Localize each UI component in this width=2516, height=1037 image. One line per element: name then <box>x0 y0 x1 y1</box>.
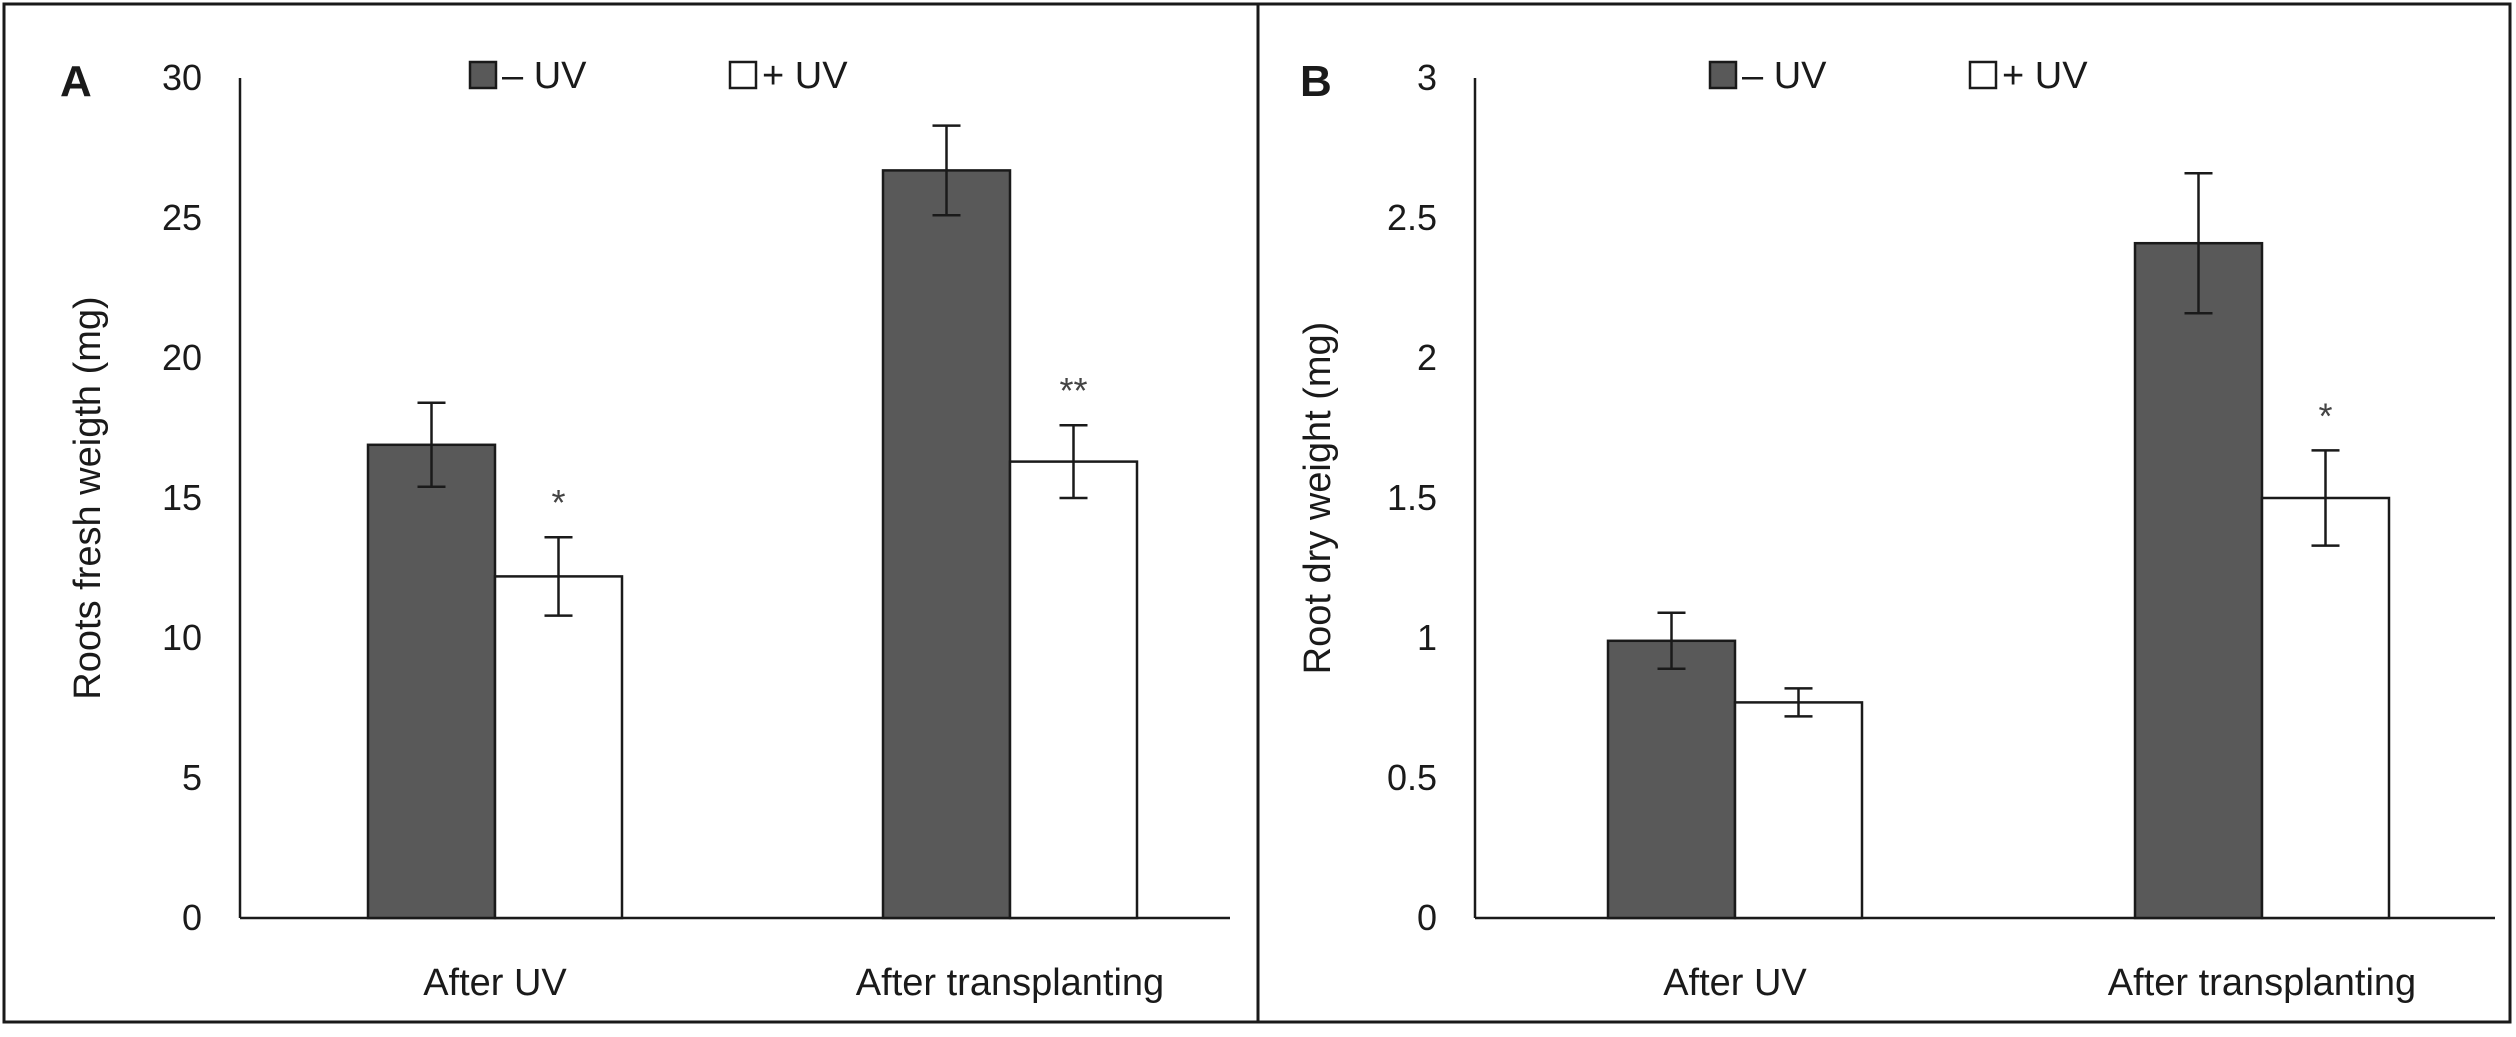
legend-swatch <box>728 60 758 90</box>
x-category-label: After transplanting <box>2108 962 2416 1004</box>
y-tick-label: 20 <box>162 337 202 378</box>
y-tick-label: 2.5 <box>1387 197 1437 238</box>
significance-marker: * <box>551 482 565 523</box>
y-tick-label: 0 <box>1417 897 1437 938</box>
bar <box>2133 241 2264 920</box>
x-category-label: After transplanting <box>856 962 1164 1004</box>
significance-marker: ** <box>1059 370 1087 411</box>
bar <box>1606 639 1737 920</box>
y-tick-label: 15 <box>162 477 202 518</box>
y-tick-label: 25 <box>162 197 202 238</box>
y-axis-label: Roots fresh weigth (mg) <box>67 296 109 699</box>
panel-label: B <box>1300 57 1332 106</box>
legend-label: – UV <box>1742 55 1827 97</box>
legend-label: + UV <box>762 55 848 97</box>
legend-label: + UV <box>2002 55 2088 97</box>
bar <box>1008 460 1139 920</box>
y-tick-label: 5 <box>182 757 202 798</box>
bar <box>2260 496 2391 920</box>
bar <box>881 169 1012 920</box>
panel-a: A 0 5 10 15 20 25 30 Roots fresh weigth (mg) Afte… <box>60 55 1230 1004</box>
legend-swatch <box>1968 60 1998 90</box>
y-tick-label: 3 <box>1417 57 1437 98</box>
panel-label: A <box>60 57 92 106</box>
y-tick-label: 30 <box>162 57 202 98</box>
y-tick-label: 10 <box>162 617 202 658</box>
legend-swatch <box>1708 60 1738 90</box>
y-axis-label: Root dry weight (mg) <box>1297 322 1339 675</box>
bar <box>366 443 497 920</box>
y-tick-label: 0.5 <box>1387 757 1437 798</box>
x-category-label: After UV <box>1663 962 1807 1004</box>
panel-b: B 0 0.5 1 1.5 2 2.5 3 Root dry weight (mg) After … <box>1297 55 2495 1004</box>
x-category-label: After UV <box>423 962 567 1004</box>
significance-marker: * <box>2318 395 2332 436</box>
legend-label: – UV <box>502 55 587 97</box>
y-tick-label: 1 <box>1417 617 1437 658</box>
y-tick-label: 2 <box>1417 337 1437 378</box>
y-tick-label: 0 <box>182 897 202 938</box>
bar <box>493 575 624 920</box>
y-tick-label: 1.5 <box>1387 477 1437 518</box>
bar <box>1733 701 1864 920</box>
legend-swatch <box>468 60 498 90</box>
